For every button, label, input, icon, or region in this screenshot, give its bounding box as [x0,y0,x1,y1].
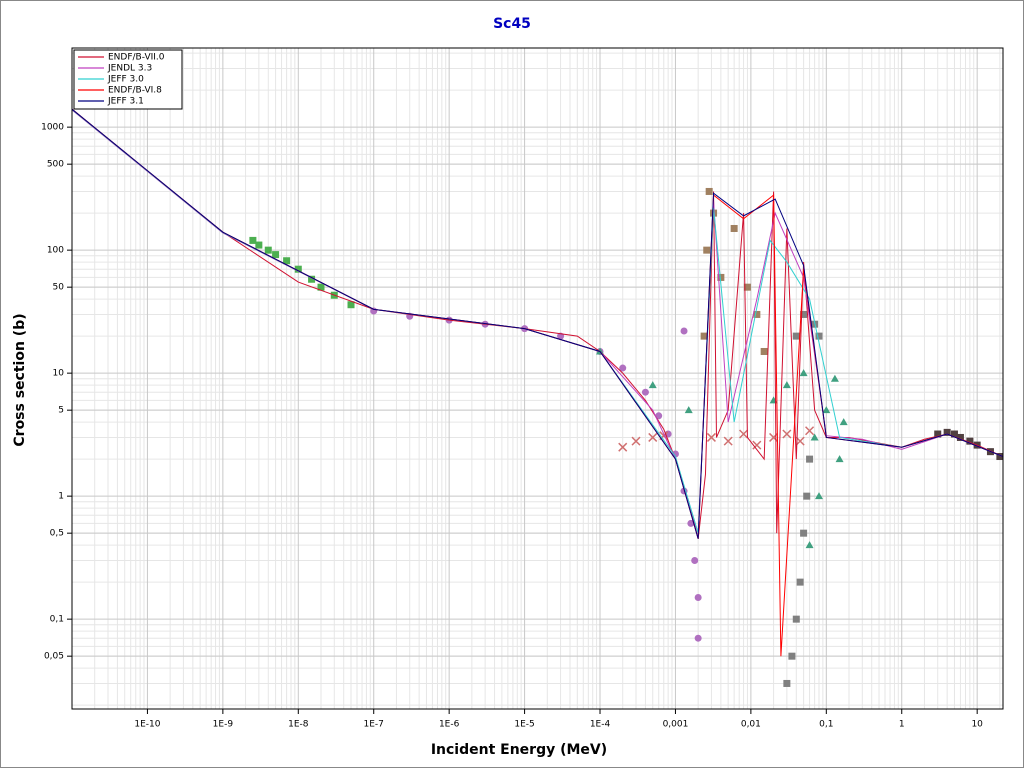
data-point [717,273,725,281]
x-tick-label: 1E-6 [439,720,460,730]
data-point [347,301,355,309]
data-point [706,432,716,442]
data-point [631,436,641,446]
data-point [648,381,657,389]
data-point [803,492,811,500]
data-point [317,283,325,291]
plot-border [71,47,1004,710]
y-tick-label: 0,1 [50,615,64,625]
data-point [796,578,804,586]
data-point [788,652,796,660]
y-tick-label: 10 [53,369,65,379]
x-tick-label: 0,1 [819,720,833,730]
legend-label: JEFF 3.0 [107,75,144,85]
y-tick-label: 100 [47,246,64,256]
data-point [792,615,800,623]
data-point [249,236,257,244]
x-axis-label: Incident Energy (MeV) [431,742,607,758]
x-tick-label: 1E-7 [364,720,384,730]
data-point [752,440,762,450]
plot-area [72,108,1003,687]
data-point [950,430,958,438]
data-point [805,426,815,436]
data-point [792,332,800,340]
x-tick-label: 1E-10 [134,720,160,730]
data-point [830,374,839,382]
data-point [618,442,628,452]
x-tick-label: 10 [971,720,983,730]
x-tick-label: 0,01 [741,720,761,730]
data-point [782,429,792,439]
y-tick-label: 1 [58,492,64,502]
data-point [283,257,291,265]
x-tick-label: 1E-9 [213,720,234,730]
data-point [934,430,942,438]
data-point [799,369,808,377]
data-point [700,332,708,340]
data-point [996,453,1003,461]
legend-label: ENDF/B-VII.0 [108,53,165,63]
data-point [648,432,658,442]
legend-label: JEFF 3.1 [107,97,144,107]
data-point [684,406,693,414]
data-point [694,593,702,601]
data-point [782,381,791,389]
data-point [783,679,791,687]
data-point [255,241,263,249]
data-point [641,388,649,396]
data-point [264,246,272,254]
data-point [294,265,302,273]
data-point [806,455,814,463]
data-point [800,529,808,537]
data-point [730,224,738,232]
y-tick-label: 0,05 [44,652,64,662]
x-tick-label: 1E-5 [514,720,534,730]
x-tick-label: 1 [899,720,905,730]
data-point [308,275,316,283]
data-point [619,364,627,372]
legend-label: ENDF/B-VI.8 [108,86,162,96]
data-point [694,634,702,642]
data-point [956,433,964,441]
data-point [839,418,848,426]
data-point [815,332,823,340]
data-point [687,519,695,527]
y-tick-label: 50 [53,283,65,293]
y-axis-label: Cross section (b) [12,313,28,446]
data-point [814,492,823,500]
data-point [966,437,974,445]
x-tick-label: 1E-8 [288,720,309,730]
y-tick-label: 5 [58,406,64,416]
data-point [805,541,814,549]
data-point [760,347,768,355]
data-point [810,433,819,441]
data-point [705,187,713,195]
data-point [655,412,663,420]
data-point [835,455,844,463]
data-point [753,310,761,318]
series-line [72,108,1003,539]
data-point [800,310,808,318]
y-tick-label: 0,5 [50,529,64,539]
data-point [723,436,733,446]
y-tick-label: 1000 [41,123,64,133]
data-point [680,327,688,335]
x-tick-label: 1E-4 [590,720,611,730]
data-point [822,406,831,414]
data-point [943,428,951,436]
legend-label: JENDL 3.3 [107,64,152,74]
y-tick-label: 500 [47,160,64,170]
data-point [272,251,280,259]
chart-title: Sc45 [493,16,531,32]
data-point [691,556,699,564]
data-point [739,429,749,439]
x-tick-label: 0,001 [663,720,689,730]
data-point [703,246,711,254]
data-point [743,283,751,291]
